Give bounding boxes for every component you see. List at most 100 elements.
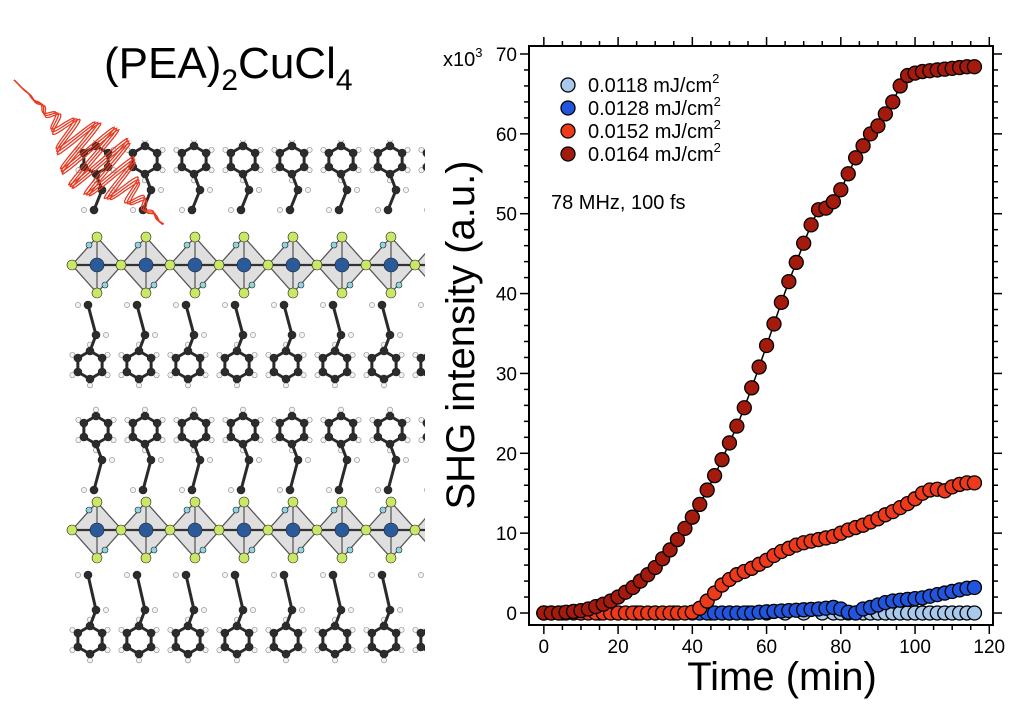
bond [135,574,147,611]
atom-h [201,607,207,613]
atom [128,432,138,442]
atom [328,570,338,580]
bond [239,459,251,491]
atom [91,496,103,508]
atom [336,287,348,299]
data-point [706,468,723,484]
bond [331,574,343,611]
atom [230,300,240,310]
atom [287,231,299,243]
atom-h [234,382,240,389]
atom [103,432,113,442]
bond [433,610,439,626]
atom [85,506,93,514]
atom [391,367,401,377]
atom [189,330,199,340]
atom [152,162,162,172]
data-point [744,380,760,396]
legend-item: 0.0118 mJ/cm2 [560,71,719,97]
atom [429,347,437,355]
data-point [966,59,983,75]
atom [134,374,144,384]
atom [89,485,99,495]
atom [146,642,156,652]
atom [299,162,309,172]
data-point [825,194,842,210]
atom-h [222,572,228,578]
x-tick-label: 40 [682,637,703,658]
atom-h [81,207,87,213]
atom [397,418,407,428]
atom [164,524,176,536]
bond [386,459,398,491]
y-tick-label: 20 [496,444,517,465]
atom [441,643,449,651]
atom [115,524,127,536]
atom [195,367,205,377]
atom [287,141,297,151]
atom-h [369,572,375,578]
atom [287,411,297,421]
atom [379,374,389,384]
atom [279,570,289,580]
bond [337,459,349,491]
atom-h [454,147,459,152]
atom [199,281,207,289]
atom-h [234,657,240,664]
y-axis-label: SHG intensity (a.u.) [439,160,483,509]
data-point [870,118,886,134]
atom [379,506,387,514]
bond [431,305,439,335]
atom-h [207,457,213,463]
atom [367,628,377,638]
data-point [684,509,700,525]
atom [89,257,105,273]
y-tick-label: 0 [506,604,517,625]
atom [262,524,274,536]
atom-h [436,137,441,142]
data-point [692,496,708,513]
bond [439,146,451,153]
atom [187,257,203,273]
y-tick-label: 70 [496,45,517,66]
atom [445,547,451,553]
atom [397,162,407,172]
bond [427,437,439,444]
atom [324,418,334,428]
atom-h [185,382,191,389]
atom [330,506,338,514]
data-point [773,294,790,311]
atom [97,628,107,638]
atom-h [283,657,289,664]
atom [238,552,250,564]
atom [336,552,348,564]
data-point [877,106,894,122]
atom [328,300,338,310]
atom-h [320,302,326,308]
formula-sub-2: 4 [336,64,353,97]
atom [122,628,132,638]
atom [138,485,148,495]
atom [416,367,425,377]
atom [281,506,289,514]
atom [311,524,323,536]
series-2 [692,579,983,621]
atom [293,628,303,638]
atom [360,259,372,271]
atom [244,628,254,638]
atom [232,374,242,384]
atom-h [354,187,360,193]
atom [383,257,399,273]
atom [201,148,211,158]
atom [189,605,199,615]
atom [433,523,447,537]
atom-h [418,572,424,578]
bond [288,459,300,491]
atom [377,300,387,310]
laser-wave [13,79,164,226]
atom [391,642,401,652]
data-point [885,94,901,110]
atom [66,524,78,536]
plot-area-border [528,45,994,626]
